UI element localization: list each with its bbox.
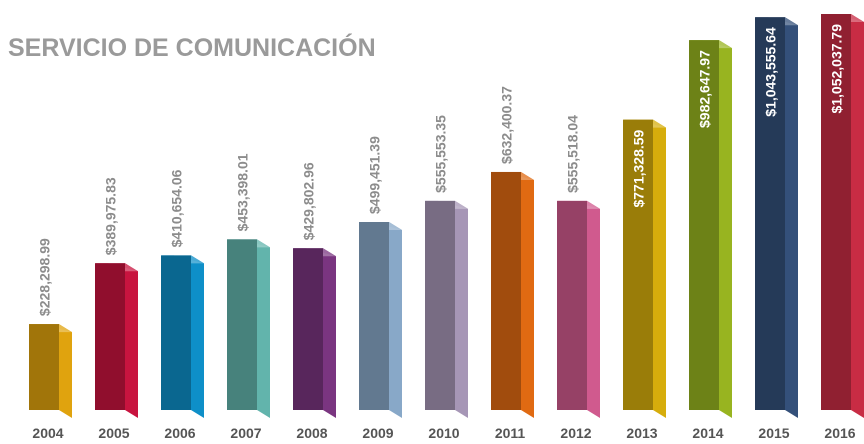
value-label: $1,052,037.79 — [829, 24, 845, 114]
bar-side — [191, 255, 204, 418]
bar — [95, 263, 125, 410]
bar-side — [785, 17, 798, 419]
x-tick-label: 2005 — [98, 425, 129, 441]
bar-side — [587, 200, 600, 418]
bar-side — [389, 222, 402, 418]
bar — [293, 248, 323, 410]
value-label: $389,975.83 — [103, 177, 119, 255]
bar — [491, 171, 521, 410]
x-tick-label: 2012 — [560, 425, 591, 441]
bar-side — [257, 239, 270, 418]
x-tick-label: 2007 — [230, 425, 261, 441]
bar — [227, 239, 257, 410]
value-label: $228,298.99 — [37, 238, 53, 316]
bar — [821, 14, 851, 410]
value-label: $499,451.39 — [367, 136, 383, 214]
value-label: $429,802.96 — [301, 162, 317, 240]
value-label: $771,328.59 — [631, 129, 647, 207]
bar-side — [323, 248, 336, 418]
bar — [623, 119, 653, 410]
x-tick-label: 2013 — [626, 425, 657, 441]
value-label: $555,518.04 — [565, 115, 581, 193]
chart-title: SERVICIO DE COMUNICACIÓN — [8, 32, 376, 62]
x-tick-label: 2010 — [428, 425, 459, 441]
value-label: $555,553.35 — [433, 115, 449, 193]
bar — [425, 200, 455, 410]
bar-side — [455, 200, 468, 418]
bar-side — [719, 40, 732, 419]
bar — [29, 324, 59, 410]
bar-side — [125, 263, 138, 418]
x-tick-label: 2009 — [362, 425, 393, 441]
value-label: $410,654.06 — [169, 169, 185, 247]
bar — [755, 17, 785, 411]
x-tick-label: 2008 — [296, 425, 327, 441]
x-tick-label: 2011 — [495, 425, 526, 441]
bar — [359, 222, 389, 410]
bar — [557, 200, 587, 410]
value-label: $1,043,555.64 — [763, 27, 779, 117]
bar-side — [653, 119, 666, 418]
x-tick-label: 2004 — [32, 425, 63, 441]
bar — [161, 255, 191, 410]
value-label: $632,400.37 — [499, 86, 515, 164]
bar — [689, 40, 719, 411]
value-label: $453,398.01 — [235, 153, 251, 231]
x-tick-label: 2014 — [692, 425, 723, 441]
x-tick-label: 2015 — [758, 425, 789, 441]
bar-side — [521, 171, 534, 418]
bar-side — [851, 14, 864, 418]
value-label: $982,647.97 — [697, 50, 713, 128]
x-tick-label: 2006 — [164, 425, 195, 441]
bar-side — [59, 324, 72, 418]
x-tick-label: 2016 — [824, 425, 855, 441]
